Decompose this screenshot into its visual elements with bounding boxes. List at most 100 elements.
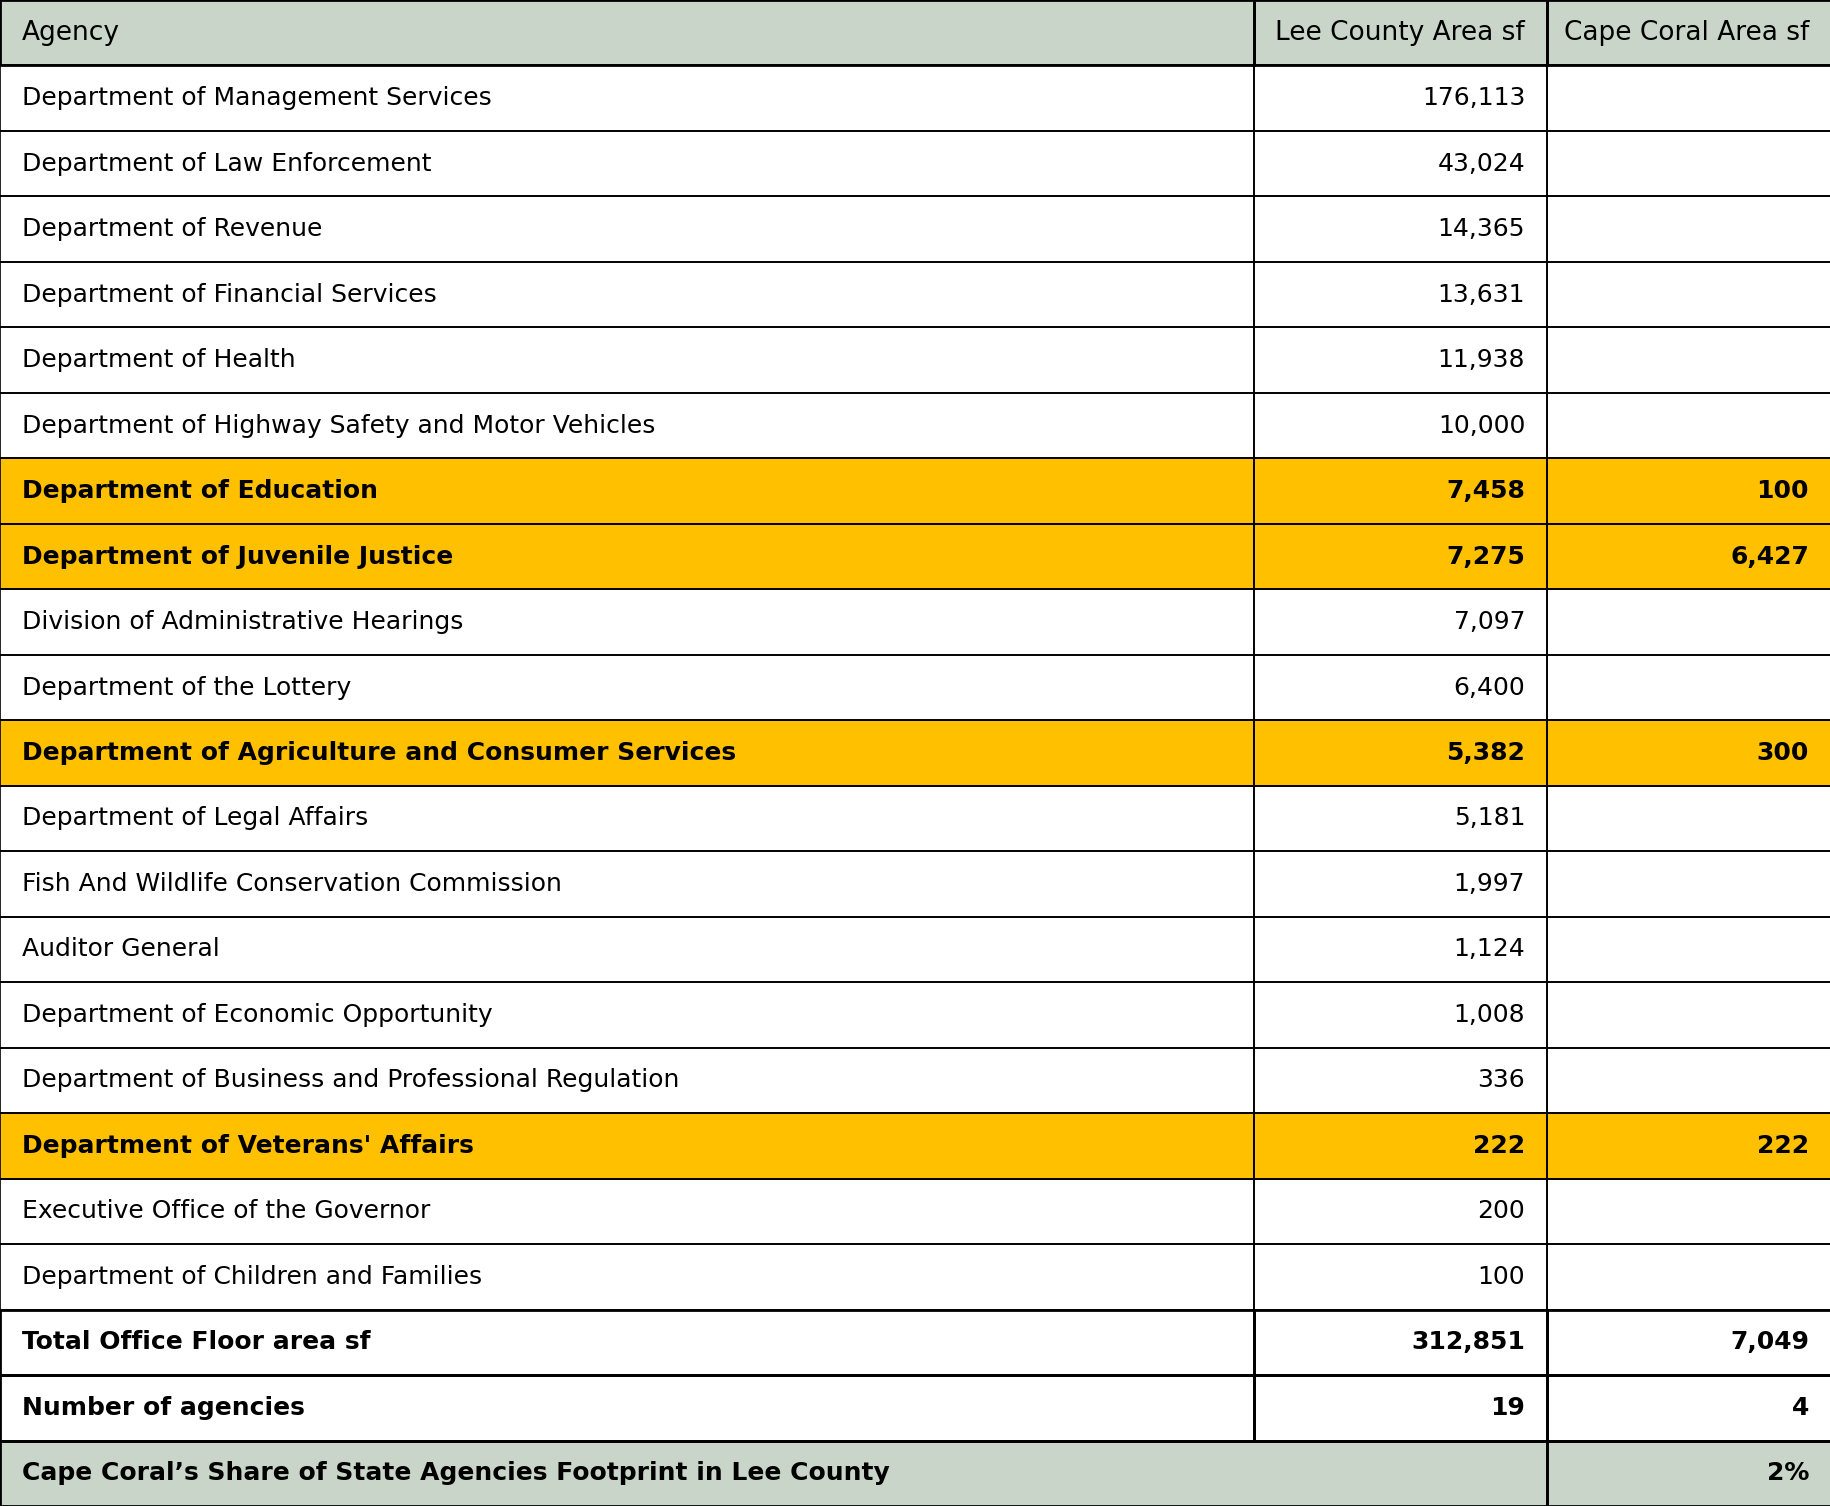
Bar [0, 1113, 1254, 1179]
Text: Department of Economic Opportunity: Department of Economic Opportunity [22, 1003, 492, 1027]
Bar [0, 1310, 1254, 1375]
Bar [1254, 1048, 1546, 1113]
Text: 2%: 2% [1766, 1461, 1808, 1485]
Bar [0, 65, 1254, 131]
Bar [1546, 1375, 1830, 1441]
Bar [1546, 720, 1830, 786]
Bar [1254, 982, 1546, 1048]
Bar [1546, 131, 1830, 196]
Bar [1254, 0, 1546, 65]
Text: Department of Law Enforcement: Department of Law Enforcement [22, 152, 432, 176]
Bar [0, 1375, 1254, 1441]
Bar [1254, 982, 1546, 1048]
Bar [0, 196, 1254, 262]
Bar [1546, 65, 1830, 131]
Text: Cape Coral Area sf: Cape Coral Area sf [1563, 20, 1808, 45]
Bar [1254, 655, 1546, 720]
Bar [1546, 524, 1830, 589]
Text: 222: 222 [1757, 1134, 1808, 1158]
Bar [0, 720, 1254, 786]
Bar [0, 1113, 1254, 1179]
Bar [1546, 393, 1830, 458]
Bar [1546, 589, 1830, 655]
Bar [1546, 1441, 1830, 1506]
Bar [0, 524, 1254, 589]
Bar [1254, 393, 1546, 458]
Bar [1254, 786, 1546, 851]
Bar [1546, 1375, 1830, 1441]
Bar [1254, 327, 1546, 393]
Bar [0, 589, 1254, 655]
Bar [0, 262, 1254, 327]
Bar [0, 458, 1254, 524]
Bar [0, 1441, 1546, 1506]
Bar [0, 786, 1254, 851]
Text: Department of Management Services: Department of Management Services [22, 86, 492, 110]
Bar [1546, 65, 1830, 131]
Bar [0, 917, 1254, 982]
Bar [1546, 0, 1830, 65]
Text: 7,049: 7,049 [1729, 1330, 1808, 1354]
Text: 1,008: 1,008 [1453, 1003, 1524, 1027]
Text: 176,113: 176,113 [1422, 86, 1524, 110]
Text: 300: 300 [1755, 741, 1808, 765]
Bar [1254, 262, 1546, 327]
Bar [1254, 720, 1546, 786]
Bar [1254, 1113, 1546, 1179]
Text: 13,631: 13,631 [1437, 283, 1524, 307]
Bar [0, 65, 1254, 131]
Bar [1546, 1310, 1830, 1375]
Bar [1254, 589, 1546, 655]
Text: 7,275: 7,275 [1446, 545, 1524, 569]
Bar [1254, 786, 1546, 851]
Text: 7,458: 7,458 [1446, 479, 1524, 503]
Text: Department of Business and Professional Regulation: Department of Business and Professional … [22, 1068, 679, 1092]
Bar [1254, 65, 1546, 131]
Text: 5,382: 5,382 [1446, 741, 1524, 765]
Bar [1546, 851, 1830, 917]
Bar [1546, 1113, 1830, 1179]
Text: 4: 4 [1792, 1396, 1808, 1420]
Bar [1546, 786, 1830, 851]
Bar [1546, 720, 1830, 786]
Bar [0, 131, 1254, 196]
Bar [1254, 1179, 1546, 1244]
Bar [1254, 589, 1546, 655]
Bar [1546, 393, 1830, 458]
Bar [1546, 982, 1830, 1048]
Text: Lee County Area sf: Lee County Area sf [1276, 20, 1524, 45]
Text: 14,365: 14,365 [1437, 217, 1524, 241]
Text: Division of Administrative Hearings: Division of Administrative Hearings [22, 610, 463, 634]
Text: Department of the Lottery: Department of the Lottery [22, 676, 351, 699]
Text: 312,851: 312,851 [1411, 1330, 1524, 1354]
Bar [1546, 524, 1830, 589]
Bar [1546, 982, 1830, 1048]
Bar [1254, 851, 1546, 917]
Text: Department of Children and Families: Department of Children and Families [22, 1265, 481, 1289]
Bar [0, 327, 1254, 393]
Bar [0, 786, 1254, 851]
Text: Cape Coral’s Share of State Agencies Footprint in Lee County: Cape Coral’s Share of State Agencies Foo… [22, 1461, 889, 1485]
Text: 100: 100 [1755, 479, 1808, 503]
Bar [1254, 524, 1546, 589]
Text: Department of Highway Safety and Motor Vehicles: Department of Highway Safety and Motor V… [22, 414, 655, 438]
Bar [1254, 1244, 1546, 1310]
Bar [1546, 458, 1830, 524]
Text: 7,097: 7,097 [1453, 610, 1524, 634]
Bar [0, 720, 1254, 786]
Bar [0, 1244, 1254, 1310]
Text: 19: 19 [1490, 1396, 1524, 1420]
Bar [0, 1048, 1254, 1113]
Bar [1254, 917, 1546, 982]
Text: Department of Revenue: Department of Revenue [22, 217, 322, 241]
Bar [0, 1375, 1254, 1441]
Bar [1546, 262, 1830, 327]
Text: Department of Health: Department of Health [22, 348, 295, 372]
Text: 6,400: 6,400 [1453, 676, 1524, 699]
Text: 10,000: 10,000 [1437, 414, 1524, 438]
Bar [1546, 0, 1830, 65]
Bar [1254, 1244, 1546, 1310]
Bar [1254, 1310, 1546, 1375]
Bar [0, 589, 1254, 655]
Text: 1,124: 1,124 [1453, 937, 1524, 961]
